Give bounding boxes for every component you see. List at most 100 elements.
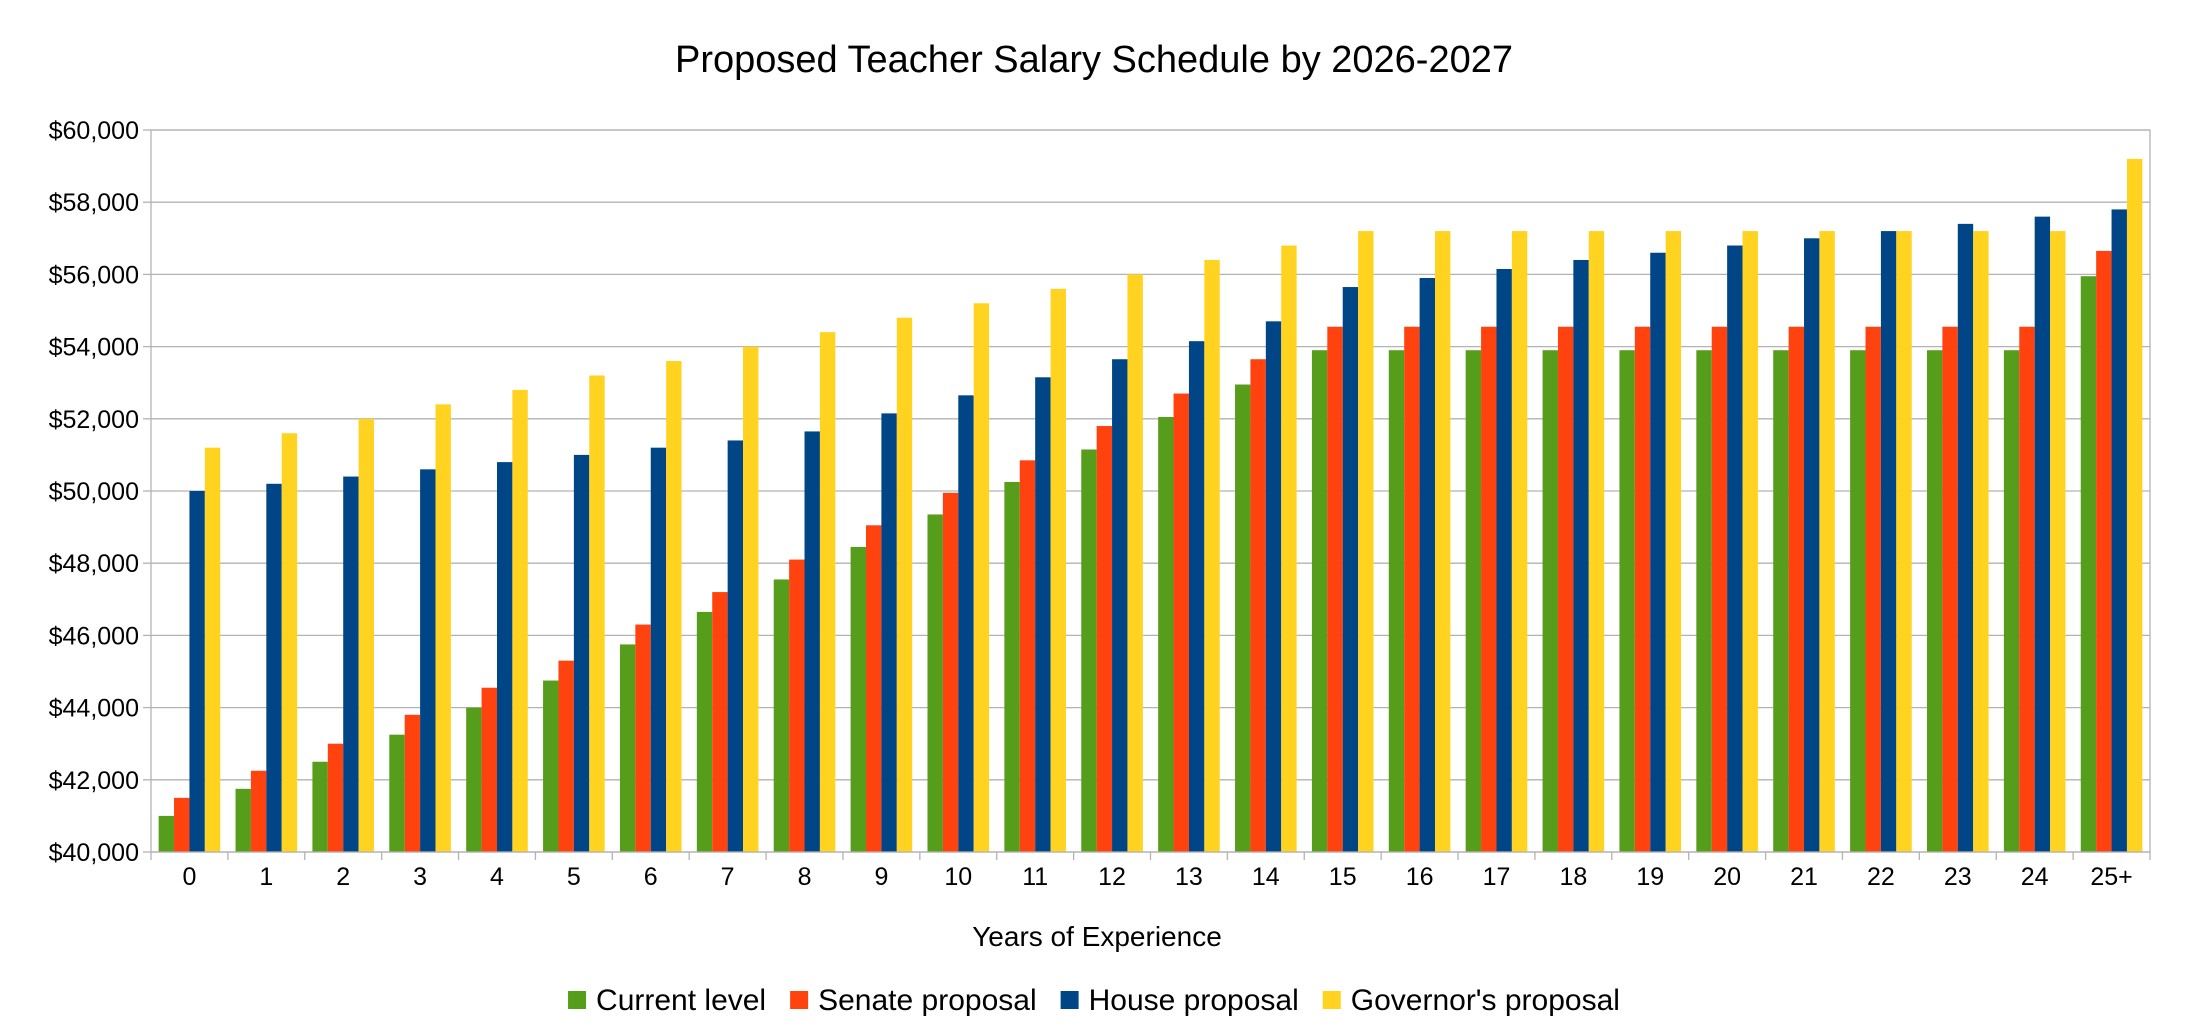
y-tick-label: $50,000 bbox=[49, 478, 139, 506]
legend-label: Governor's proposal bbox=[1351, 984, 1620, 1017]
bar bbox=[1388, 350, 1405, 852]
bar bbox=[2050, 231, 2066, 852]
bar bbox=[1973, 231, 1989, 852]
x-tick-label: 23 bbox=[1944, 863, 1972, 891]
bar bbox=[1481, 326, 1497, 852]
bar bbox=[1112, 359, 1128, 852]
bar bbox=[1588, 231, 1605, 852]
bar bbox=[1265, 321, 1282, 853]
bar bbox=[404, 714, 421, 852]
bar bbox=[266, 483, 282, 852]
bar bbox=[1850, 350, 1866, 852]
bar bbox=[174, 797, 190, 852]
bar bbox=[1235, 384, 1251, 852]
legend-label: House proposal bbox=[1089, 984, 1299, 1017]
bar bbox=[619, 644, 636, 852]
bar bbox=[389, 734, 405, 852]
bar bbox=[666, 361, 682, 852]
bar bbox=[1496, 268, 1512, 852]
bar bbox=[1896, 231, 1912, 852]
bar bbox=[281, 433, 298, 852]
y-tick-label: $52,000 bbox=[49, 406, 139, 434]
bar bbox=[543, 680, 559, 852]
bar bbox=[189, 491, 205, 852]
y-tick-label: $40,000 bbox=[49, 839, 139, 867]
bar bbox=[727, 440, 744, 852]
bar bbox=[2096, 250, 2112, 852]
bar bbox=[1573, 259, 1589, 853]
y-tick-label: $60,000 bbox=[49, 117, 139, 145]
bar bbox=[496, 462, 513, 852]
bar bbox=[1542, 350, 1558, 852]
bar bbox=[1342, 287, 1359, 852]
bar bbox=[896, 317, 913, 853]
bar bbox=[1711, 326, 1728, 852]
x-tick-label: 6 bbox=[644, 863, 658, 891]
x-tick-label: 19 bbox=[1636, 863, 1664, 891]
bar bbox=[1358, 231, 1374, 852]
x-tick-label: 1 bbox=[259, 863, 273, 891]
bar bbox=[358, 418, 375, 852]
bar bbox=[1050, 288, 1066, 853]
bar bbox=[1127, 274, 1143, 852]
bars bbox=[158, 158, 2143, 853]
x-tick-label: 25+ bbox=[2090, 863, 2132, 891]
bar bbox=[743, 346, 759, 852]
bar bbox=[327, 743, 344, 852]
bar bbox=[573, 454, 590, 852]
legend-swatch bbox=[790, 991, 809, 1009]
bar bbox=[1650, 252, 1666, 853]
bar bbox=[589, 375, 605, 852]
legend-swatch bbox=[1060, 991, 1079, 1009]
y-tick-label: $42,000 bbox=[49, 767, 139, 795]
x-axis-title: Years of Experience bbox=[972, 921, 1222, 952]
bar bbox=[1311, 350, 1328, 852]
bar bbox=[2034, 216, 2051, 852]
bar bbox=[1634, 326, 1651, 852]
bar bbox=[819, 332, 836, 852]
bar bbox=[1696, 350, 1712, 852]
bar bbox=[1404, 326, 1420, 852]
bar bbox=[1173, 393, 1189, 852]
y-tick-label: $56,000 bbox=[49, 261, 139, 289]
y-tick-label: $54,000 bbox=[49, 334, 139, 362]
x-tick-label: 12 bbox=[1098, 863, 1126, 891]
y-tick-label: $44,000 bbox=[49, 695, 139, 723]
bar bbox=[1465, 350, 1482, 852]
bar bbox=[1204, 259, 1220, 853]
x-tick-label: 3 bbox=[413, 863, 427, 891]
legend: Current level Senate proposal House propos… bbox=[568, 984, 1620, 1017]
bar bbox=[804, 431, 820, 852]
x-tick-label: 17 bbox=[1483, 863, 1511, 891]
bar bbox=[1250, 359, 1266, 852]
bar bbox=[850, 546, 867, 852]
bar bbox=[1773, 350, 1789, 852]
bar bbox=[1619, 350, 1635, 852]
bar bbox=[2080, 276, 2097, 853]
bar bbox=[1019, 460, 1036, 852]
bar bbox=[558, 660, 574, 852]
bar bbox=[1081, 449, 1097, 852]
x-tick-label: 22 bbox=[1867, 863, 1895, 891]
axes: $40,000 $42,000 $44,000 $46,000 $48,000 $50,0… bbox=[49, 117, 2151, 891]
bar bbox=[1804, 238, 1820, 853]
bar bbox=[712, 592, 728, 852]
bar bbox=[512, 389, 528, 852]
bar bbox=[1942, 326, 1958, 852]
bar bbox=[235, 788, 251, 852]
bar bbox=[650, 447, 667, 852]
bar bbox=[942, 492, 959, 852]
x-tick-label: 11 bbox=[1022, 863, 1048, 891]
bar bbox=[204, 447, 221, 852]
bar bbox=[1865, 326, 1881, 852]
x-tick-label: 4 bbox=[490, 863, 504, 891]
bar bbox=[1158, 416, 1174, 852]
bar bbox=[973, 303, 990, 852]
bar bbox=[1926, 350, 1943, 852]
bar bbox=[1788, 326, 1805, 852]
x-tick-label: 16 bbox=[1406, 863, 1434, 891]
x-tick-label: 21 bbox=[1790, 863, 1818, 891]
x-tick-label: 5 bbox=[567, 863, 581, 891]
bar bbox=[312, 761, 328, 852]
